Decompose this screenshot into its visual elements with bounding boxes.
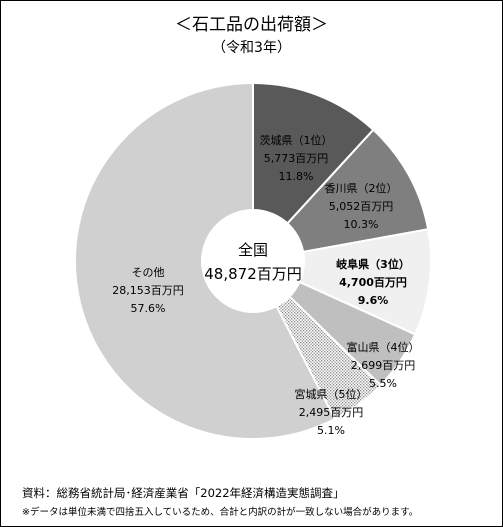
slice-label-2: 岐阜県（3位） [336,257,410,271]
chart-title: ＜石工品の出荷額＞ [175,15,328,35]
center-hole [201,209,305,313]
center-title: 全国 [238,241,268,259]
slice-amount-3: 2,699百万円 [351,359,416,372]
slice-label-5: その他 [132,266,165,279]
slice-amount-4: 2,495百万円 [299,406,364,419]
slice-label-3: 富山県（4位） [347,340,420,354]
slice-percent-5: 57.6% [131,302,166,315]
slice-label-4: 宮城県（5位） [295,387,368,401]
footnote: ※データは単位未満で四捨五入しているため、合計と内訳の計が一致しない場合がありま… [22,507,419,518]
slice-percent-4: 5.1% [317,424,345,437]
slice-percent-2: 9.6% [358,294,389,307]
slice-percent-0: 11.8% [279,170,314,183]
slice-percent-1: 10.3% [344,218,379,231]
center-value: 48,872百万円 [204,265,302,283]
slice-percent-3: 5.5% [369,377,397,390]
chart-subtitle: （令和3年） [212,40,291,56]
slice-label-1: 香川県（2位） [325,181,398,195]
slice-amount-5: 28,153百万円 [112,284,184,297]
slice-amount-2: 4,700百万円 [339,276,407,289]
pie-slice-1 [250,128,430,263]
source-text: 資料：総務省統計局･経済産業省「2022年経済構造実態調査」 [22,486,345,500]
pie-slice-0 [252,81,375,264]
slice-amount-1: 5,052百万円 [329,200,394,213]
slice-amount-0: 5,773百万円 [264,152,329,165]
slice-label-0: 茨城県（1位） [260,133,333,147]
